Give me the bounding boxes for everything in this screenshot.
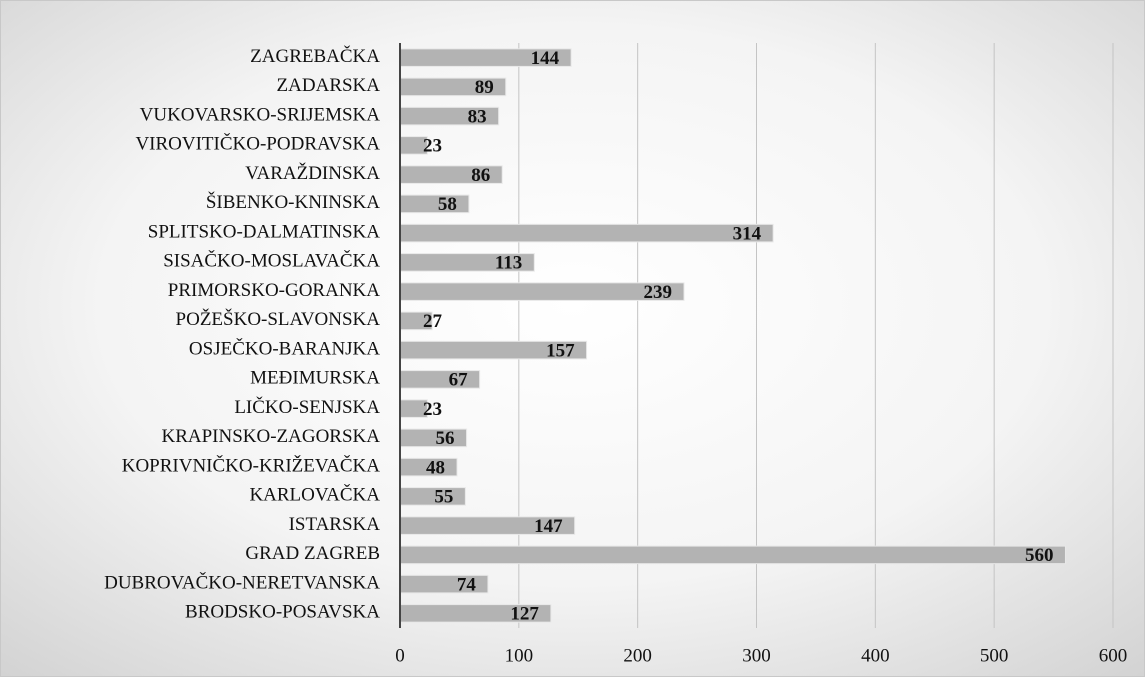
value-label: 144: [531, 48, 560, 69]
value-label: 89: [475, 77, 494, 98]
y-tick-label: VUKOVARSKO-SRIJEMSKA: [140, 104, 381, 125]
value-label: 314: [733, 223, 762, 244]
x-tick-label: 600: [1099, 645, 1128, 666]
y-tick-label: KRAPINSKO-ZAGORSKA: [161, 426, 380, 447]
value-label: 239: [644, 282, 673, 303]
y-tick-label: LIČKO-SENJSKA: [234, 396, 380, 418]
y-tick-label: PRIMORSKO-GORANKA: [168, 280, 380, 301]
value-label: 67: [449, 370, 469, 391]
x-tick-label: 0: [395, 645, 405, 666]
value-label: 147: [534, 516, 563, 537]
y-tick-label: ŠIBENKO-KNINSKA: [206, 191, 380, 213]
bar: [399, 223, 774, 243]
y-tick-label: KOPRIVNIČKO-KRIŽEVAČKA: [122, 454, 381, 476]
x-tick-label: 400: [861, 645, 890, 666]
y-tick-label: KARLOVAČKA: [249, 484, 380, 506]
value-label: 157: [546, 340, 575, 361]
x-tick-label: 200: [623, 645, 652, 666]
value-label: 86: [471, 165, 490, 186]
y-tick-label: ZADARSKA: [277, 75, 381, 96]
bar: [399, 370, 481, 389]
value-label: 127: [510, 604, 539, 625]
bar: [399, 487, 466, 506]
y-tick-label: DUBROVAČKO-NERETVANSKA: [104, 571, 380, 593]
value-label: 23: [423, 399, 442, 420]
value-label: 113: [495, 253, 522, 274]
y-tick-label: SISAČKO-MOSLAVAČKA: [163, 250, 380, 272]
value-label: 56: [436, 428, 455, 449]
x-tick-label: 500: [980, 645, 1009, 666]
y-tick-label: VARAŽDINSKA: [245, 162, 380, 184]
value-label: 560: [1025, 545, 1054, 566]
value-label: 58: [438, 194, 457, 215]
y-tick-label: GRAD ZAGREB: [245, 543, 380, 564]
value-label: 23: [423, 136, 442, 157]
y-tick-label: OSJEČKO-BARANJKA: [189, 337, 380, 359]
y-tick-label: MEĐIMURSKA: [250, 368, 380, 389]
value-label: 74: [457, 574, 477, 595]
x-tick-label: 300: [742, 645, 771, 666]
value-label: 83: [468, 106, 487, 127]
bar: [399, 545, 1066, 565]
y-tick-label: POŽEŠKO-SLAVONSKA: [176, 308, 381, 330]
y-tick-label: ISTARSKA: [289, 514, 381, 535]
y-tick-label: VIROVITIČKO-PODRAVSKA: [135, 133, 380, 155]
value-label: 27: [423, 311, 443, 332]
bar: [399, 282, 685, 301]
bar: [399, 428, 468, 448]
x-tick-label: 100: [505, 645, 534, 666]
bar: [399, 194, 470, 214]
value-label: 48: [426, 457, 445, 478]
y-tick-label: BRODSKO-POSAVSKA: [185, 602, 380, 623]
value-label: 55: [434, 487, 453, 508]
y-tick-label: SPLITSKO-DALMATINSKA: [148, 221, 381, 242]
y-tick-label: ZAGREBAČKA: [250, 45, 380, 67]
